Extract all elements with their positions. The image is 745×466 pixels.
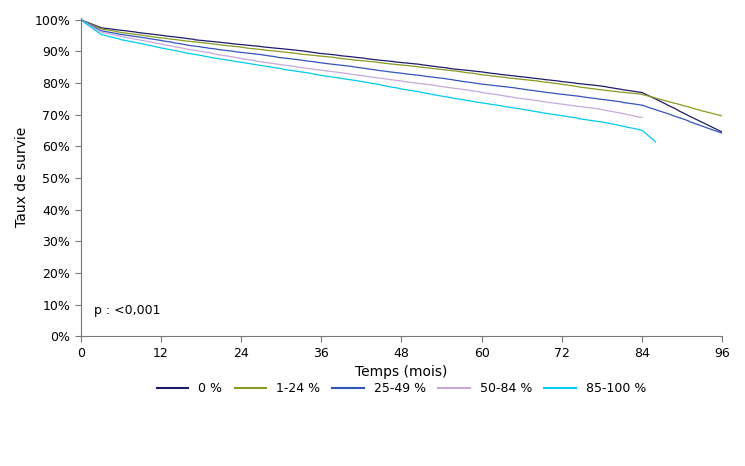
Line: 0 %: 0 %: [81, 20, 722, 132]
1-24 %: [636, 91, 645, 97]
X-axis label: Temps (mois): Temps (mois): [355, 365, 448, 379]
0 %: [150, 32, 159, 37]
25-49 %: [323, 61, 332, 66]
85-100 %: [142, 42, 150, 48]
1-24 %: [150, 34, 159, 40]
0 %: [705, 123, 714, 129]
1-24 %: [705, 110, 714, 116]
25-49 %: [717, 130, 726, 136]
0 %: [717, 129, 726, 135]
85-100 %: [297, 69, 305, 75]
1-24 %: [188, 39, 197, 44]
Line: 85-100 %: 85-100 %: [81, 20, 656, 142]
Line: 50-84 %: 50-84 %: [81, 20, 642, 117]
1-24 %: [77, 17, 86, 22]
1-24 %: [717, 113, 726, 119]
50-84 %: [291, 64, 300, 69]
0 %: [188, 36, 197, 42]
85-100 %: [77, 17, 86, 22]
85-100 %: [639, 129, 648, 135]
50-84 %: [566, 103, 575, 108]
85-100 %: [176, 49, 185, 55]
0 %: [77, 17, 86, 22]
1-24 %: [350, 57, 359, 63]
25-49 %: [705, 126, 714, 131]
25-49 %: [188, 43, 197, 48]
25-49 %: [636, 102, 645, 108]
Y-axis label: Taux de survie: Taux de survie: [15, 127, 29, 227]
50-84 %: [77, 17, 86, 22]
50-84 %: [174, 45, 183, 50]
85-100 %: [577, 116, 586, 122]
Line: 25-49 %: 25-49 %: [81, 20, 722, 133]
25-49 %: [350, 64, 359, 70]
25-49 %: [77, 17, 86, 22]
0 %: [350, 55, 359, 60]
50-84 %: [638, 115, 647, 120]
Line: 1-24 %: 1-24 %: [81, 20, 722, 116]
50-84 %: [627, 112, 635, 118]
Legend: 0 %, 1-24 %, 25-49 %, 50-84 %, 85-100 %: 0 %, 1-24 %, 25-49 %, 50-84 %, 85-100 %: [152, 377, 651, 400]
1-24 %: [323, 54, 332, 60]
85-100 %: [651, 139, 660, 144]
25-49 %: [150, 36, 159, 42]
0 %: [323, 51, 332, 57]
50-84 %: [140, 38, 149, 44]
Text: p : <0,001: p : <0,001: [94, 304, 160, 317]
50-84 %: [316, 67, 325, 73]
0 %: [636, 89, 645, 95]
85-100 %: [322, 73, 331, 79]
